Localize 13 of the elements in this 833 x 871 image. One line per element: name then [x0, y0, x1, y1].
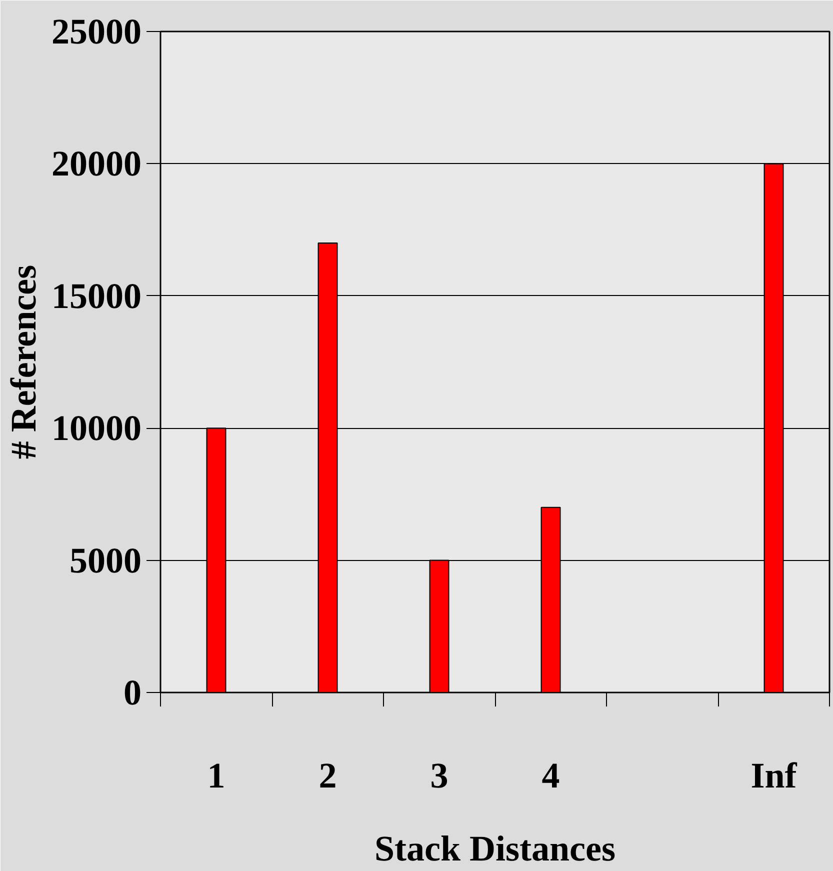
- x-axis-title: Stack Distances: [374, 828, 616, 868]
- y-tick-label: 25000: [52, 12, 142, 52]
- x-tick-label: 1: [207, 756, 226, 796]
- y-tick-label: 10000: [52, 408, 142, 448]
- x-tick-label: Inf: [750, 756, 798, 796]
- y-tick-label: 15000: [52, 276, 142, 316]
- x-tick-label: 3: [430, 756, 448, 796]
- x-tick-label: 2: [318, 756, 337, 796]
- y-axis-title: # References: [4, 264, 44, 460]
- x-tick-label: 4: [542, 756, 560, 796]
- y-tick-label: 5000: [70, 540, 142, 580]
- y-tick-label: 0: [124, 672, 142, 712]
- y-tick-label: 20000: [52, 144, 142, 184]
